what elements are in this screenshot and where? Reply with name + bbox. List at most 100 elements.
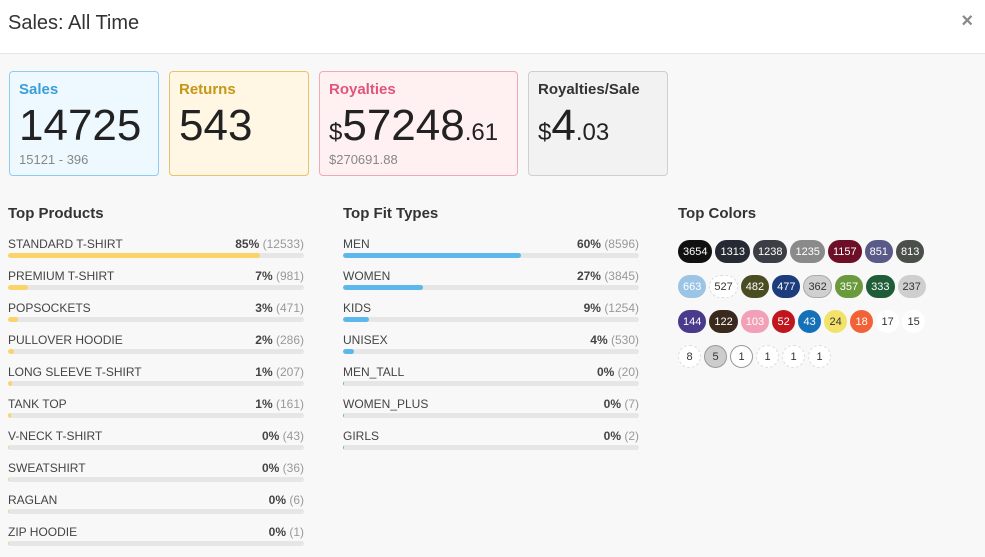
top_fit_types-bar-fill [343,413,345,418]
royalties-per-sale-value: $4.03 [538,100,609,159]
modal-title: Sales: All Time [8,12,140,34]
top_products-bar-track [8,285,304,290]
top_products-row: LONG SLEEVE T-SHIRT 1% (207) [8,364,304,396]
top_products-count: (1) [289,525,304,539]
color-chip: 18 [850,310,874,333]
color-chip: 663 [678,275,707,298]
top_fit_types-count: (8596) [604,237,639,251]
top_fit_types-name: MEN [343,237,370,251]
top_fit_types-bar-track [343,253,639,258]
color-chip: 17 [876,310,900,333]
royalties-whole: 57248 [342,101,465,150]
top-fit-types-list: MEN 60% (8596) WOMEN 27% (3845) KIDS 9% (1254… [343,236,639,460]
color-chip: 333 [866,275,895,298]
top_fit_types-percent: 0% [596,365,615,379]
top_products-name: LONG SLEEVE T-SHIRT [8,365,142,379]
top_products-name: PREMIUM T-SHIRT [8,269,115,283]
color-chip: 8 [678,345,701,368]
rps-whole: 4 [551,101,576,150]
top_fit_types-bar-fill [343,445,345,450]
top_products-stat: 7% (981) [255,269,304,283]
top_fit_types-stat: 0% (7) [604,397,639,411]
top_fit_types-bar-track [343,349,639,354]
color-chip: 1157 [827,240,862,263]
royalties-value: $57248.61 [329,100,498,159]
top_fit_types-count: (530) [610,333,639,347]
color-chip: 1235 [790,240,825,263]
top_fit_types-name: GIRLS [343,429,380,443]
top_products-bar-fill [8,509,10,514]
top_fit_types-name: UNISEX [343,333,388,347]
top_products-stat: 85% (12533) [235,237,304,251]
top_products-bar-track [8,317,304,322]
top_products-count: (12533) [262,237,304,251]
color-chip: 24 [824,310,848,333]
sales-value: 14725 [19,101,142,150]
royalties-currency: $ [329,119,343,146]
sales-card: Sales 14725 15121 - 396 [9,71,159,176]
top_fit_types-bar-track [343,413,639,418]
top_fit_types-row: MEN_TALL 0% (20) [343,364,639,396]
color-chip-row: 144 122 103 52 43 24 18 17 15 [678,310,978,333]
top_products-row: STANDARD T-SHIRT 85% (12533) [8,236,304,268]
top_products-bar-track [8,509,304,514]
color-chip-row: 663 527 482 477 362 357 333 237 [678,275,978,298]
color-chip: 1 [756,345,779,368]
top_products-row: ZIP HOODIE 0% (1) [8,524,304,556]
top_products-count: (6) [289,493,304,507]
top_fit_types-percent: 0% [603,397,621,411]
royalties-total: $270691.88 [329,152,398,167]
top_products-name: TANK TOP [8,397,67,411]
top_products-bar-track [8,253,304,258]
color-chip: 3654 [678,240,713,263]
royalties-decimal: .61 [464,119,499,146]
top_products-bar-track [8,477,304,482]
top_fit_types-bar-fill [343,253,521,258]
top_products-stat: 1% (207) [255,365,304,379]
top_products-bar-fill [8,477,10,482]
top_products-percent: 0% [261,429,280,443]
top_products-bar-track [8,541,304,546]
returns-value: 543 [179,101,253,150]
top_fit_types-bar-fill [343,381,345,386]
top_products-name: V-NECK T-SHIRT [8,429,103,443]
royalties-per-sale-card: Royalties/Sale $4.03 [528,71,668,176]
top_products-percent: 3% [255,301,273,315]
top_fit_types-percent: 4% [590,333,608,347]
top_products-bar-fill [8,541,10,546]
top_fit_types-name: KIDS [343,301,372,315]
top_products-row: TANK TOP 1% (161) [8,396,304,428]
top_products-count: (43) [282,429,304,443]
top_products-stat: 0% (43) [262,429,304,443]
top_fit_types-stat: 27% (3845) [577,269,639,283]
color-chip: 1238 [752,240,788,263]
top_fit_types-stat: 60% (8596) [577,237,639,251]
close-icon[interactable]: × [961,10,973,32]
top_products-bar-fill [8,317,18,322]
top-products-title: Top Products [8,205,104,222]
top_products-stat: 0% (6) [269,493,304,507]
color-chip: 482 [740,275,770,298]
top-colors-grid: 3654 1313 1238 1235 1157 851 813 663 527 482 477 36… [678,240,978,380]
color-chip: 43 [798,310,822,333]
color-chip: 1313 [715,240,750,263]
top_products-count: (36) [282,461,304,475]
top_fit_types-row: GIRLS 0% (2) [343,428,639,460]
color-chip: 1 [730,345,753,368]
top_fit_types-percent: 9% [583,301,601,315]
returns-label: Returns [179,81,236,98]
top_fit_types-row: KIDS 9% (1254) [343,300,639,332]
top_fit_types-row: MEN 60% (8596) [343,236,639,268]
top-colors-title: Top Colors [678,205,757,222]
top_products-percent: 7% [255,269,273,283]
top_fit_types-row: UNISEX 4% (530) [343,332,639,364]
top_products-row: PULLOVER HOODIE 2% (286) [8,332,304,364]
top_products-stat: 0% (1) [269,525,304,539]
royalties-per-sale-label: Royalties/Sale [538,81,640,98]
top_fit_types-bar-track [343,317,639,322]
top_fit_types-name: WOMEN [343,269,391,283]
top_products-bar-track [8,381,304,386]
top_fit_types-bar-track [343,285,639,290]
top_products-row: RAGLAN 0% (6) [8,492,304,524]
color-chip: 813 [895,240,925,263]
